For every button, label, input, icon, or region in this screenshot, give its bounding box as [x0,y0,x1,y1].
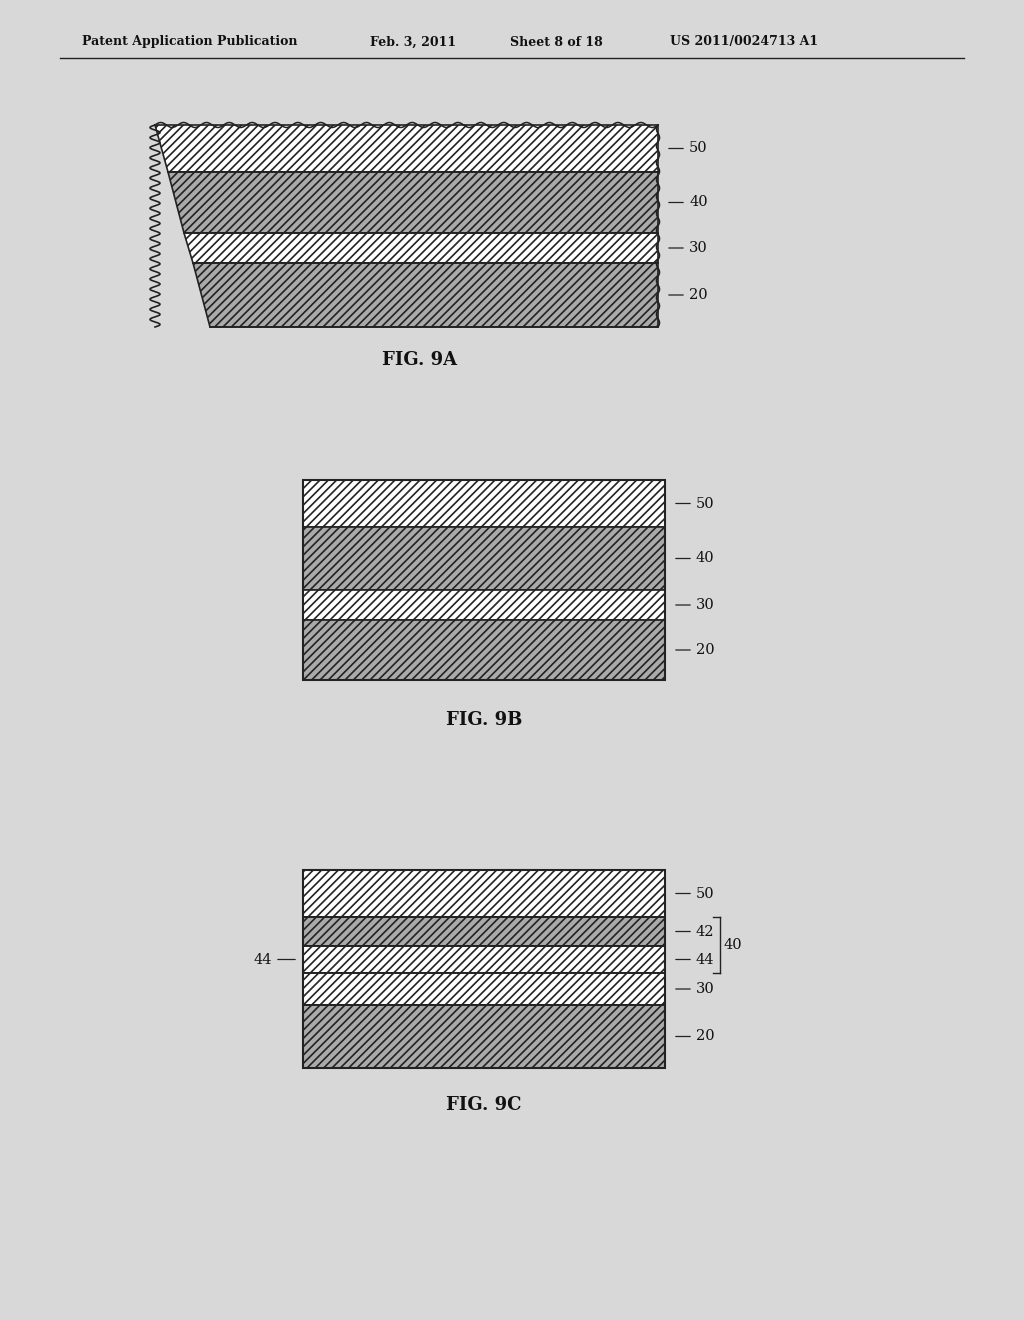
Text: 20: 20 [696,1030,715,1044]
Text: 44: 44 [696,953,715,966]
Text: Sheet 8 of 18: Sheet 8 of 18 [510,36,603,49]
Text: FIG. 9C: FIG. 9C [446,1096,522,1114]
Text: 20: 20 [689,288,708,302]
Text: US 2011/0024713 A1: US 2011/0024713 A1 [670,36,818,49]
Text: 42: 42 [696,924,715,939]
Bar [303,527,665,590]
Text: 30: 30 [696,598,715,612]
Text: 44: 44 [254,953,272,966]
Bar [303,590,665,620]
Text: Feb. 3, 2011: Feb. 3, 2011 [370,36,456,49]
Text: 40: 40 [689,195,708,210]
Text: FIG. 9A: FIG. 9A [382,351,458,370]
Bar [303,870,665,917]
Bar [303,917,665,946]
Text: 50: 50 [689,141,708,156]
Polygon shape [193,263,658,327]
Text: 50: 50 [696,887,715,900]
Text: 20: 20 [696,643,715,657]
Text: 40: 40 [696,552,715,565]
Text: 30: 30 [689,242,708,255]
Text: 40: 40 [724,939,742,952]
Bar [303,480,665,527]
Bar [303,480,665,680]
Bar [303,946,665,973]
Bar [303,973,665,1005]
Bar [303,870,665,1068]
Bar [303,620,665,680]
Text: Patent Application Publication: Patent Application Publication [82,36,298,49]
Text: FIG. 9B: FIG. 9B [445,711,522,729]
Polygon shape [168,172,658,234]
Text: 50: 50 [696,496,715,511]
Polygon shape [184,234,658,263]
Text: 30: 30 [696,982,715,997]
Bar [303,1005,665,1068]
Polygon shape [155,125,658,172]
